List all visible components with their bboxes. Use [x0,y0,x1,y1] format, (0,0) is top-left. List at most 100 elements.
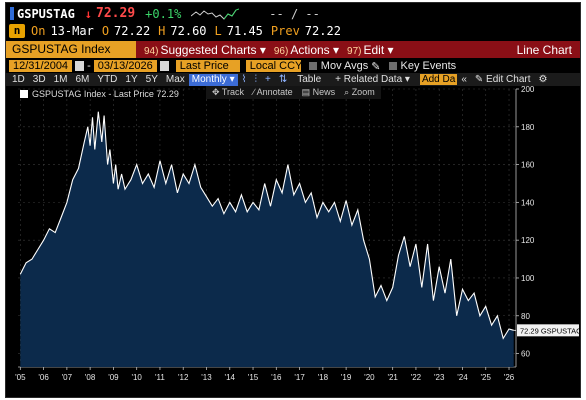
gear-icon[interactable]: ⚙ [538,74,548,85]
x-tick-label: '08 [85,373,96,382]
bid-ask-placeholder: -- / -- [269,6,320,21]
on-label: On [31,24,46,38]
legend-label: GSPUSTAG Index - Last Price 72.29 [32,89,179,99]
x-tick-label: '07 [62,373,73,382]
bloomberg-terminal-window: GSPUSTAG ↓ 72.29 +0.1% -- / -- n On 13-M… [5,2,581,398]
period-toolbar: 1D 3D 1M 6M YTD 1Y 5Y Max Monthly ▾ ⌇ ⫶ … [6,73,580,86]
key-events-checkbox[interactable] [388,62,397,70]
period-ytd[interactable]: YTD [97,74,118,85]
edit-chart-button[interactable]: ✎ Edit Chart [474,74,531,85]
y-tick-label: 140 [521,198,535,207]
y-tick-label: 100 [521,274,535,283]
x-tick-label: '18 [318,373,329,382]
x-tick-label: '11 [155,373,165,382]
mov-avgs-checkbox[interactable] [308,62,317,70]
actions-menu[interactable]: 96) Actions ▾ [273,42,340,57]
period-1y[interactable]: 1Y [125,74,138,85]
indicator-icon[interactable]: ⫶ [254,74,258,85]
prev-label: Prev [270,24,300,38]
calendar-icon[interactable] [75,61,85,71]
last-price-tag-box [517,324,579,337]
collapse-icon[interactable]: « [461,74,467,85]
open-value: 72.22 [114,24,151,38]
track-button[interactable]: ✥ Track [212,87,245,97]
x-tick-label: '06 [38,373,49,382]
quote-line: n On 13-Mar O 72.22 H 72.60 L 71.45 Prev… [6,22,580,40]
y-tick-label: 80 [521,312,530,321]
chart-type-label: Line Chart [516,42,572,57]
add-data-button[interactable]: Add Da [419,74,458,85]
zoom-button[interactable]: ⌕ Zoom [344,87,375,97]
high-value: 72.60 [170,24,207,38]
security-field[interactable]: GSPUSTAG Index [6,41,136,58]
function-menu-bar: GSPUSTAG Index 94) Suggested Charts ▾ 96)… [6,41,580,58]
high-label: H [158,24,166,38]
last-price: 72.29 [96,6,136,21]
x-tick-label: '25 [481,373,492,382]
period-5y[interactable]: 5Y [145,74,158,85]
x-tick-label: '05 [15,373,26,382]
chart-controls: 12/31/2004 - 03/13/2026 Last Price Local… [6,59,580,73]
x-tick-label: '09 [108,373,119,382]
x-tick-label: '12 [178,373,189,382]
table-button[interactable]: Table [297,74,322,85]
low-value: 71.45 [226,24,263,38]
mov-avgs-label[interactable]: Mov Avgs [320,60,369,72]
key-events-label[interactable]: Key Events [400,60,457,72]
x-tick-label: '23 [434,373,445,382]
sparkline-icon [191,8,240,20]
line-chart-icon[interactable]: ⌇ [241,74,247,85]
currency-select[interactable]: Local CCY [245,60,302,72]
prev-value: 72.22 [304,24,341,38]
percent-change: +0.1% [145,6,182,21]
x-tick-label: '21 [387,373,398,382]
y-axis: 60 80 100 120 140 160 180 200 [516,85,535,359]
chart-tools: ✥ Track ∕ Annotate ▤ News ⌕ Zoom [206,86,381,99]
x-tick-label: '22 [411,373,422,382]
down-arrow-icon: ↓ [84,6,93,21]
calendar-icon[interactable] [159,61,169,71]
x-tick-label: '19 [341,373,352,382]
edit-menu[interactable]: 97) Edit ▾ [347,42,394,57]
ticker-header: GSPUSTAG ↓ 72.29 +0.1% -- / -- [6,5,580,22]
suggested-charts-menu[interactable]: 94) Suggested Charts ▾ [144,42,266,57]
period-3d[interactable]: 3D [32,74,46,85]
legend-swatch[interactable] [20,90,28,98]
x-tick-label: '24 [457,373,468,382]
frequency-select[interactable]: Monthly ▾ [188,73,238,86]
low-label: L [214,24,222,38]
last-price-tag-label: 72.29 GSPUSTAG [520,326,581,335]
chart-legend: GSPUSTAG Index - Last Price 72.29 [20,89,179,99]
x-tick-label: '15 [248,373,259,382]
price-line [19,111,514,340]
pencil-icon[interactable]: ✎ [371,60,381,73]
plus-icon[interactable]: + [265,74,271,85]
x-axis: '05 '06 '07 '08 '09 '10 '11 '12 '13 '14 '15 '16 '17 '… [15,367,515,382]
field-select[interactable]: Last Price [175,60,240,72]
related-data-button[interactable]: + Related Data ▾ [335,74,410,85]
x-tick-label: '20 [364,373,375,382]
y-tick-label: 160 [521,161,535,170]
y-tick-label: 180 [521,123,535,132]
last-price-tag: 72.29 GSPUSTAG [513,324,581,337]
period-6m[interactable]: 6M [75,74,90,85]
quote-date: 13-Mar [50,24,94,38]
start-date-input[interactable]: 12/31/2004 [9,60,73,72]
price-area [20,111,514,367]
news-button[interactable]: ▤ News [301,87,336,97]
security-color-marker [10,7,14,20]
y-tick-label: 200 [521,85,535,94]
period-1m[interactable]: 1M [53,74,68,85]
x-tick-label: '16 [271,373,282,382]
period-1d[interactable]: 1D [12,74,25,85]
x-tick-label: '10 [131,373,142,382]
end-date-input[interactable]: 03/13/2026 [93,60,157,72]
function-icon[interactable]: n [9,24,25,38]
compare-icon[interactable]: ⇅ [278,74,288,85]
period-max[interactable]: Max [165,74,185,85]
y-tick-label: 60 [521,350,530,359]
annotate-button[interactable]: ∕ Annotate [253,87,293,97]
price-chart[interactable]: 60 80 100 120 140 160 180 200 '05 '06 '07 '08 '09 '1… [6,3,581,398]
ticker-symbol: GSPUSTAG [17,6,75,21]
x-tick-label: '26 [504,373,515,382]
